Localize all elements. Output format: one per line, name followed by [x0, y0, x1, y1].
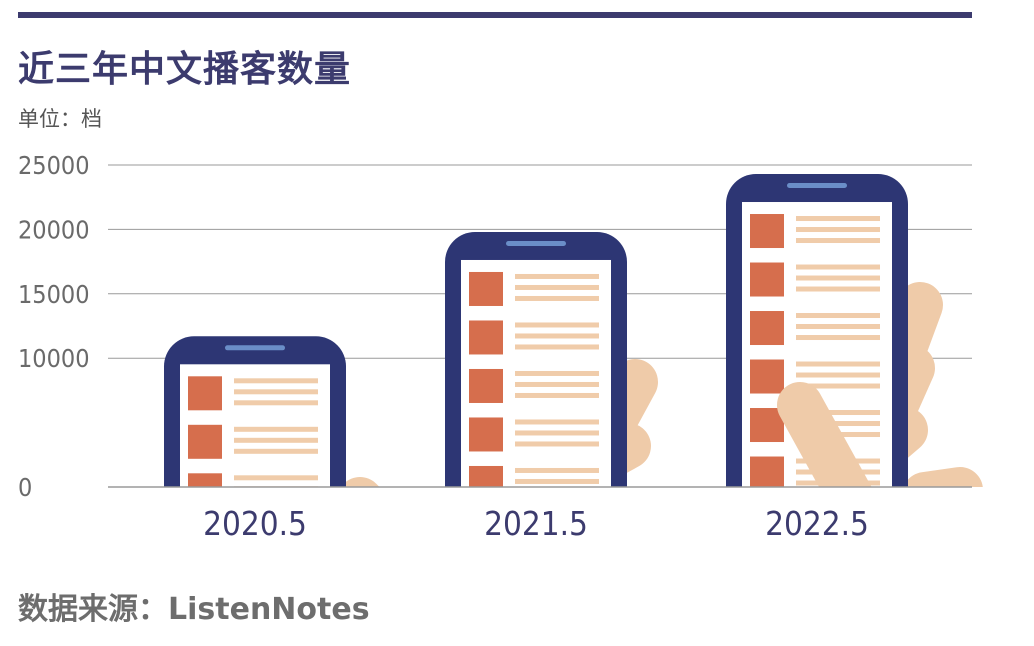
list-text-line [796, 238, 880, 244]
y-tick-label: 10000 [18, 344, 90, 373]
list-icon-square [469, 417, 503, 452]
list-icon-square [469, 368, 503, 403]
x-tick-label: 2021.5 [484, 504, 588, 543]
list-text-line [515, 370, 599, 376]
list-text-line [515, 295, 599, 301]
list-icon-square [469, 465, 503, 487]
phone-speaker [787, 183, 847, 189]
list-text-line [515, 467, 599, 473]
list-text-line [796, 361, 880, 367]
list-text-line [796, 324, 880, 330]
y-tick-label: 0 [18, 473, 32, 502]
list-text-line [515, 430, 599, 436]
list-text-line [515, 478, 599, 484]
y-axis-ticks: 0 10000 15000 20000 25000 [18, 151, 90, 502]
phone-speaker [506, 240, 566, 246]
list-text-line [515, 284, 599, 290]
list-icon-square [188, 424, 222, 459]
list-text-line [515, 490, 599, 495]
chart-title: 近三年中文播客数量 [18, 49, 352, 90]
y-tick-label: 25000 [18, 151, 90, 180]
list-text-line [234, 448, 318, 454]
x-tick-label: 2022.5 [765, 504, 869, 543]
phone-speaker [225, 345, 285, 351]
phone-bars [164, 174, 983, 502]
hand-finger [341, 477, 380, 487]
list-text-line [515, 392, 599, 398]
hand-finger [903, 467, 983, 487]
bar-2020.5 [164, 336, 380, 502]
hand-finger [777, 382, 872, 487]
list-text-line [234, 437, 318, 443]
x-tick-label: 2020.5 [203, 504, 307, 543]
y-tick-label: 15000 [18, 280, 90, 309]
list-text-line [234, 400, 318, 406]
list-icon-square [469, 320, 503, 355]
list-text-line [796, 216, 880, 222]
top-accent-rule [18, 12, 972, 18]
list-text-line [234, 378, 318, 384]
list-text-line [515, 333, 599, 339]
bar-2021.5 [445, 231, 658, 495]
list-text-line [234, 475, 318, 481]
list-icon-square [750, 311, 784, 346]
list-icon-square [750, 262, 784, 297]
list-text-line [796, 275, 880, 281]
list-text-line [796, 313, 880, 319]
list-text-line [796, 372, 880, 378]
list-text-line [515, 441, 599, 447]
list-text-line [796, 335, 880, 341]
list-text-line [234, 426, 318, 432]
list-icon-square [188, 376, 222, 411]
list-icon-square [188, 473, 222, 487]
list-text-line [234, 389, 318, 395]
list-text-line [515, 381, 599, 387]
list-text-line [515, 273, 599, 279]
list-icon-square [469, 271, 503, 306]
list-text-line [515, 419, 599, 425]
list-text-line [796, 286, 880, 292]
unit-label: 单位：档 [18, 107, 102, 131]
list-text-line [796, 383, 880, 389]
y-tick-label: 20000 [18, 215, 90, 244]
list-icon-square [750, 359, 784, 394]
list-icon-square [750, 456, 784, 487]
list-text-line [515, 322, 599, 328]
list-text-line [234, 497, 318, 502]
x-axis-ticks: 2020.5 2021.5 2022.5 [203, 504, 869, 543]
list-text-line [796, 421, 880, 427]
list-text-line [796, 410, 880, 416]
list-text-line [796, 227, 880, 233]
source-note: 数据来源：ListenNotes [18, 592, 370, 627]
bar-2022.5 [726, 174, 983, 487]
list-icon-square [750, 214, 784, 249]
list-text-line [796, 264, 880, 270]
list-icon-square [750, 408, 784, 443]
list-text-line [515, 344, 599, 350]
